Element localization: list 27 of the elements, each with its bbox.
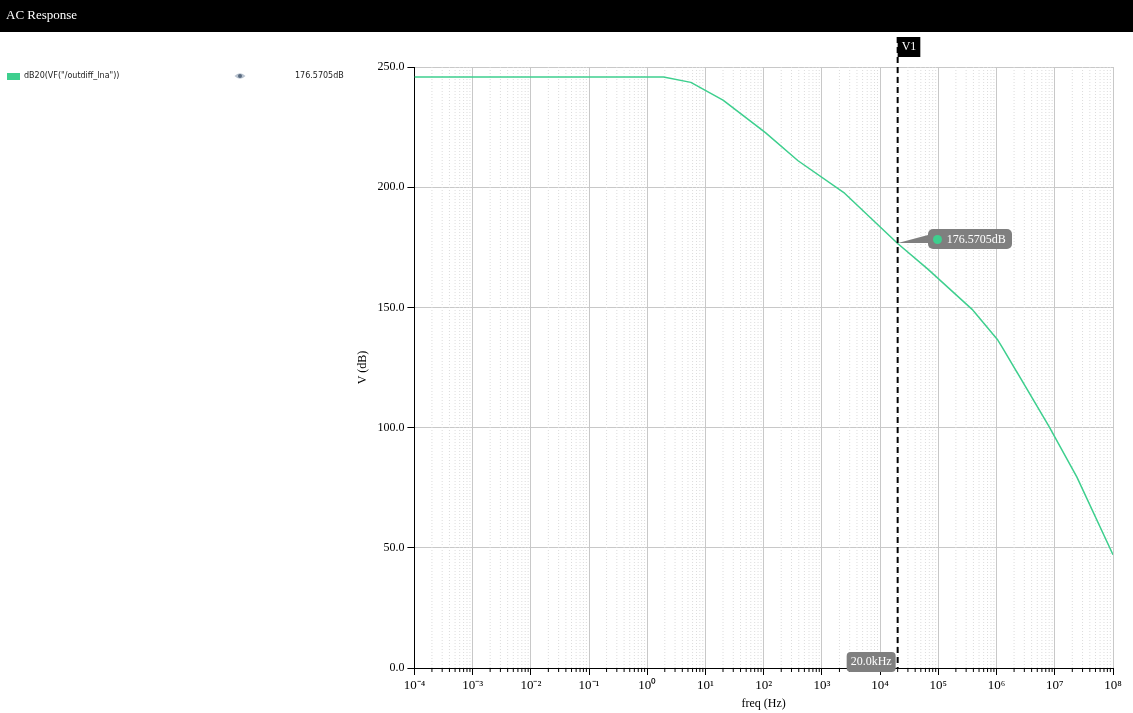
x-tick-label: 10⁰: [638, 677, 657, 693]
x-tick-label: 10⁵: [929, 677, 948, 693]
text: 176.5705dB: [295, 71, 344, 80]
x-tick-label: 10⁻²: [520, 677, 542, 693]
x-tick-label: 10⁻⁴: [403, 677, 426, 693]
y-tick-label: 150.0: [377, 299, 405, 314]
legend-label: dB20(VF("/outdiff_lna")): [24, 71, 120, 80]
ref-line-label: V1: [901, 39, 917, 54]
text: AC Response: [5, 7, 78, 22]
y-tick-label: 0.0: [389, 660, 405, 675]
x-tick-label: 10¹: [697, 677, 715, 693]
x-tick-label: 10³: [813, 677, 831, 693]
x-tick-label: 10²: [755, 677, 773, 693]
x-axis-title: freq (Hz): [741, 695, 786, 710]
x-tick-label: 10⁶: [987, 677, 1006, 693]
annotation: 20.0kHz: [850, 654, 892, 669]
annotation: 176.5705dB: [946, 231, 1006, 247]
x-tick-label: 10⁷: [1046, 677, 1064, 693]
y-tick-label: 200.0: [377, 179, 405, 194]
y-axis-title: V (dB): [355, 350, 370, 385]
y-tick-label: 50.0: [383, 539, 405, 554]
x-tick-label: 10⁸: [1104, 677, 1123, 693]
x-tick-label: 10⁻³: [462, 677, 484, 693]
y-tick-label: 100.0: [377, 419, 405, 434]
y-tick-label: 250.0: [377, 59, 405, 74]
x-tick-label: 10⁴: [871, 677, 890, 693]
x-tick-label: 10⁻¹: [578, 677, 600, 693]
